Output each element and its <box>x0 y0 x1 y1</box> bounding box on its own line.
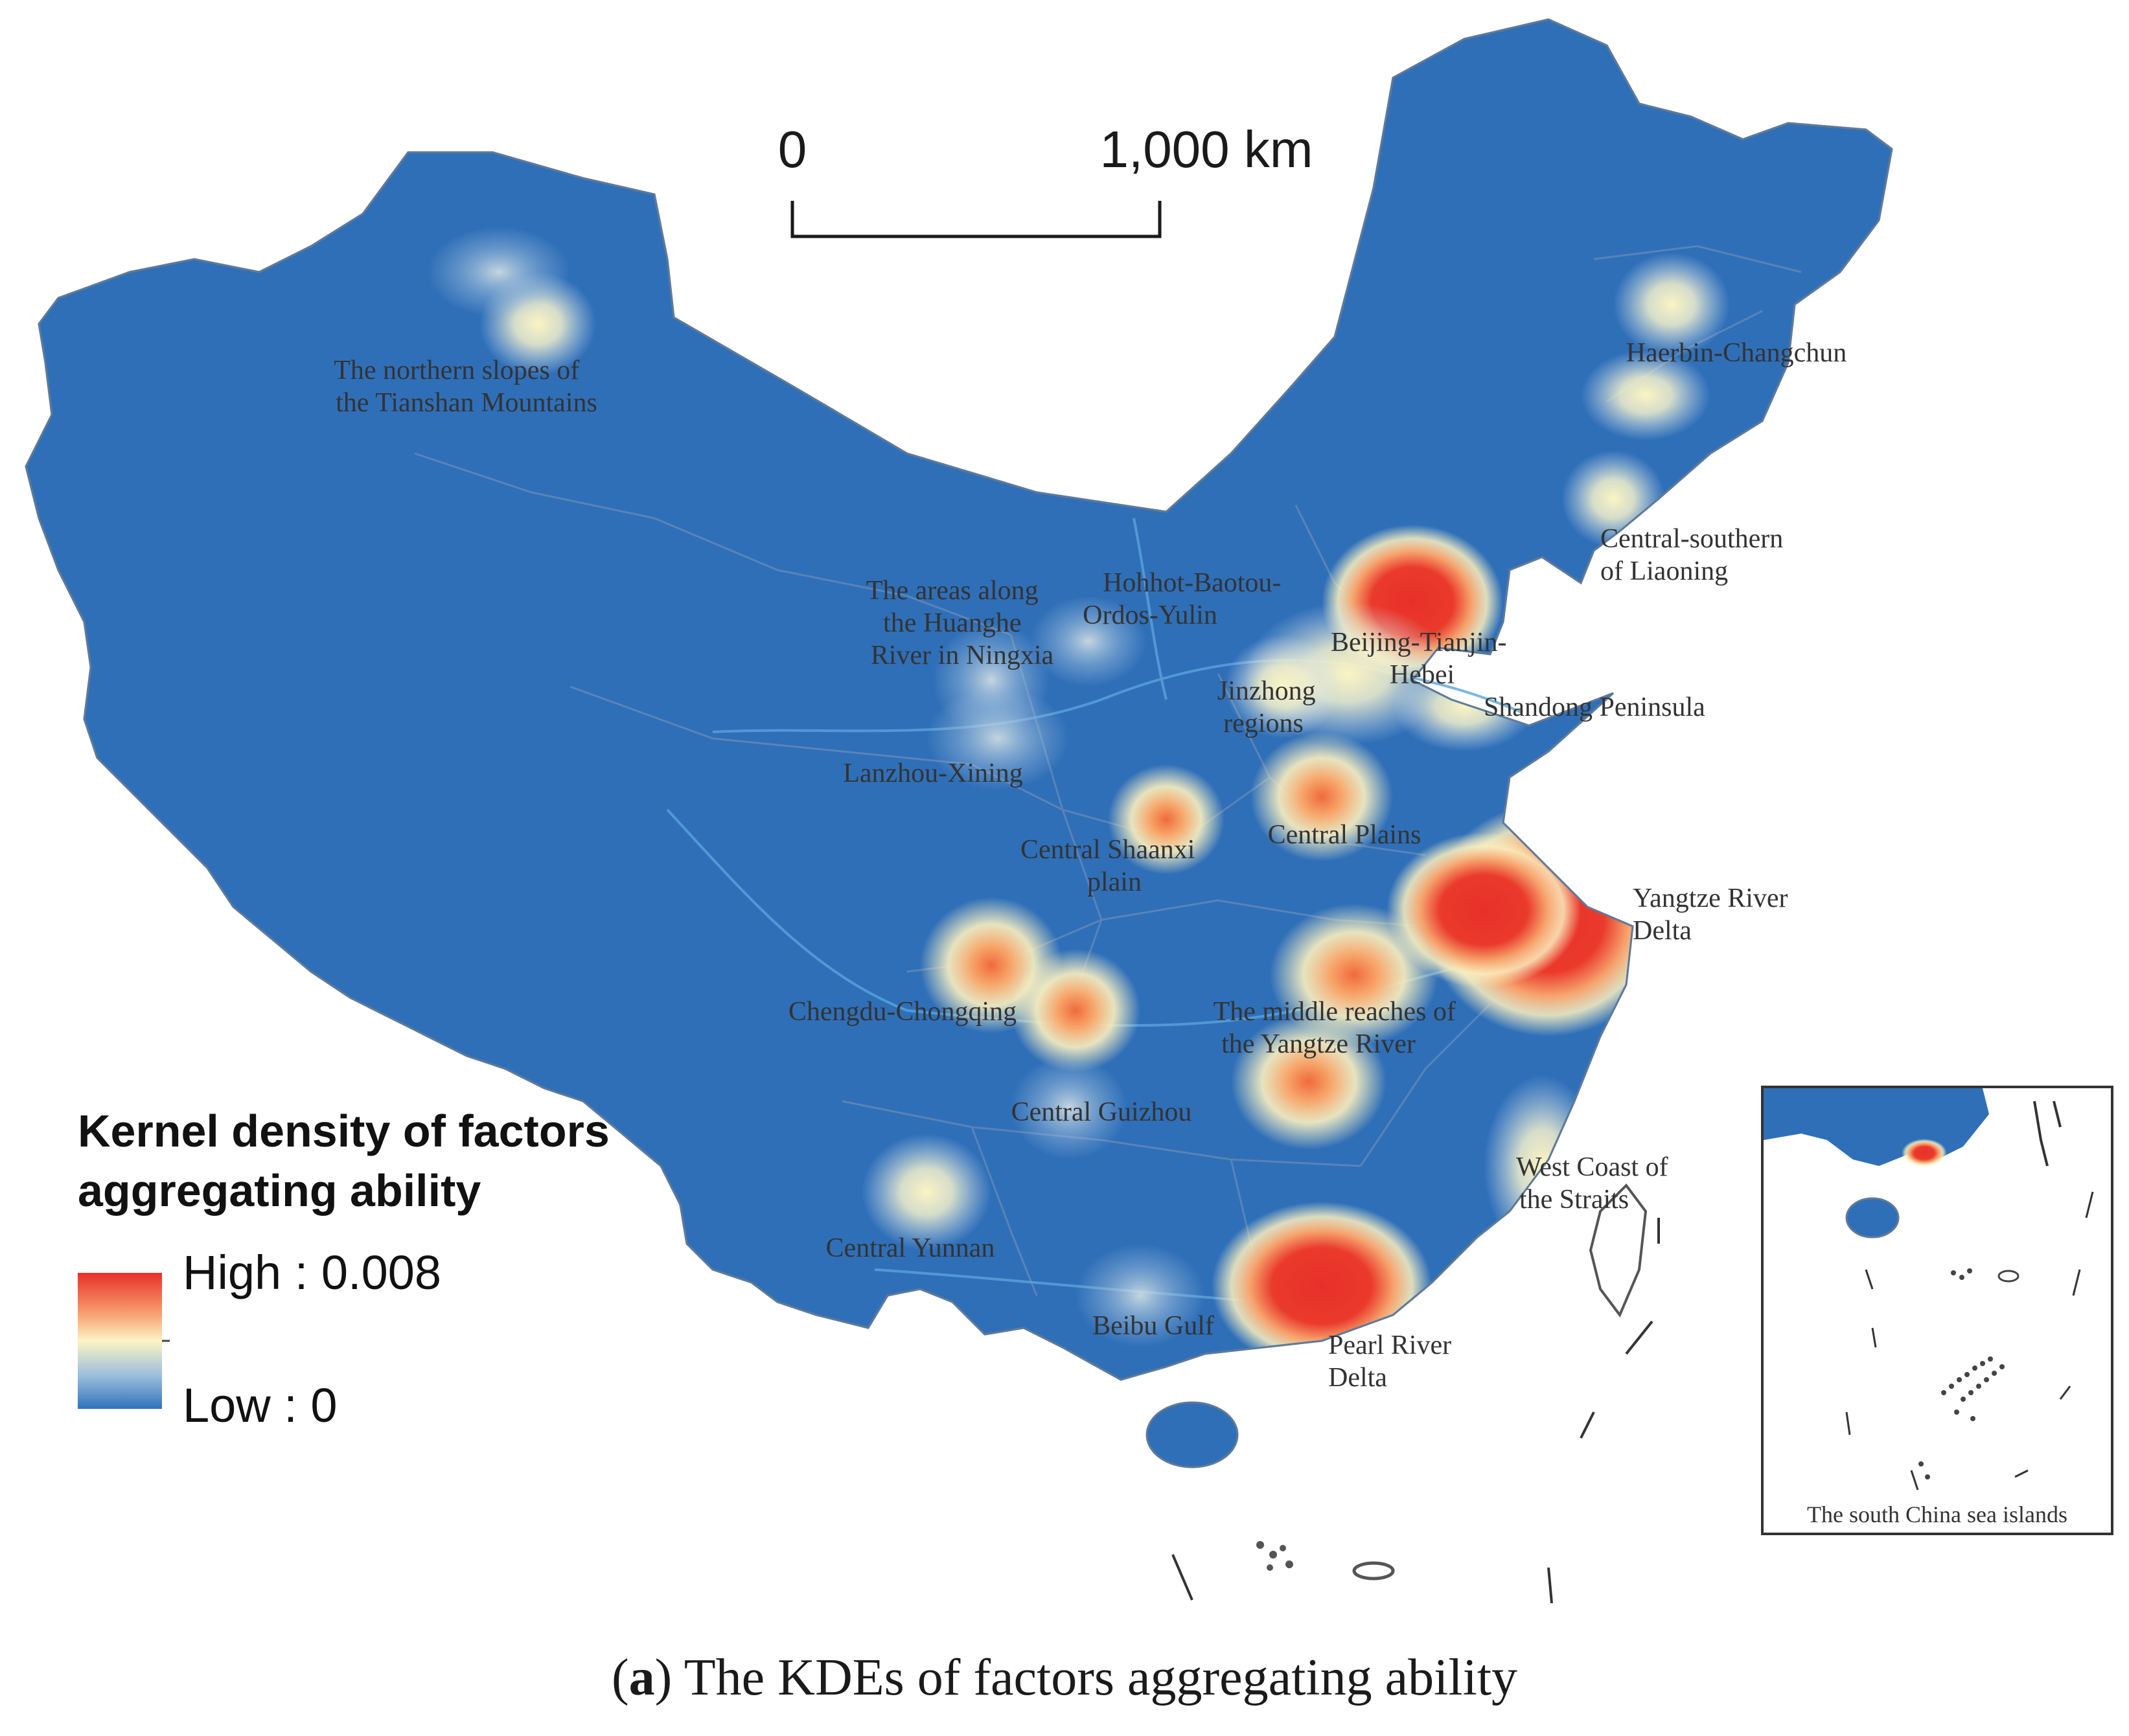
label-shandong: Shandong Peninsula <box>1484 692 1705 722</box>
label-lanzhou: Lanzhou-Xining <box>843 759 1023 788</box>
legend-color-ramp <box>78 1273 162 1409</box>
label-beijing: Beijing-Tianjin- Hebei <box>1331 628 1513 690</box>
label-pearl: Pearl River Delta <box>1328 1331 1458 1393</box>
label-hohhot: Hohhot-Baotou- Ordos-Yulin <box>1083 568 1288 630</box>
hotspot-beibu <box>1076 1244 1205 1347</box>
inset-boundary-dashes <box>1845 1191 2094 1490</box>
hotspot-hohhot <box>1030 596 1147 687</box>
label-central-plains: Central Plains <box>1268 820 1421 850</box>
caption-letter: a <box>628 1649 655 1706</box>
legend-title-line2: aggregating ability <box>78 1165 481 1216</box>
hotspot-chongqing <box>1011 949 1140 1072</box>
legend-high-label: High : 0.008 <box>183 1246 441 1299</box>
label-middle-yangtze: The middle reaches of the Yangtze River <box>1214 997 1463 1059</box>
region-labels: The northern slopes of the Tianshan Moun… <box>334 338 1847 1393</box>
sea-boundary-lines <box>1171 1218 1660 1604</box>
taiwan-outline <box>1589 1183 1648 1318</box>
inset-taiwan-lines <box>2033 1101 2062 1167</box>
hotspot-changchun <box>1581 350 1710 440</box>
label-tianshan: The northern slopes of the Tianshan Moun… <box>334 356 597 418</box>
hotspot-yangtze-delta-2 <box>1387 832 1581 988</box>
hotspot-harbin <box>1613 253 1730 356</box>
legend: Kernel density of factors aggregating ab… <box>78 1106 610 1432</box>
label-west-coast: West Coast of the Straits <box>1516 1152 1675 1215</box>
hotspot-tianshan-2 <box>428 227 570 317</box>
inset-label: The south China sea islands <box>1807 1502 2067 1527</box>
inset-pearl-hotspot <box>1902 1139 1947 1167</box>
figure-caption: (a) The KDEs of factors aggregating abil… <box>611 1649 1518 1706</box>
scale-end-label: 1,000 km <box>1099 120 1313 178</box>
sea-islands <box>1256 1541 1395 1581</box>
label-jinzhong: Jinzhong regions <box>1217 676 1322 738</box>
scale-bar-line <box>790 201 1162 238</box>
hainan-island <box>1145 1401 1239 1468</box>
scale-bar: 0 1,000 km <box>778 120 1313 238</box>
hotspot-changsha <box>1231 1014 1387 1150</box>
label-shaanxi: Central Shaanxi plain <box>1020 835 1202 897</box>
scale-start-label: 0 <box>778 120 807 178</box>
hotspot-central-plains <box>1250 732 1393 862</box>
legend-title-line1: Kernel density of factors <box>78 1106 610 1156</box>
label-chengdu: Chengdu-Chongqing <box>788 997 1017 1027</box>
inset-scarborough <box>1997 1270 2020 1283</box>
kde-hotspots <box>428 227 1730 1370</box>
inset-hainan <box>1845 1197 1900 1239</box>
hotspot-shaanxi <box>1108 764 1225 874</box>
label-ningxia: The areas along the Huanghe River in Nin… <box>866 576 1054 670</box>
caption-text: ) The KDEs of factors aggregating abilit… <box>654 1649 1518 1706</box>
label-beibu: Beibu Gulf <box>1092 1311 1214 1341</box>
hotspot-lanzhou <box>926 687 1069 790</box>
label-yangtze-delta: Yangtze River Delta <box>1633 884 1795 946</box>
hotspot-guizhou <box>1011 1056 1127 1159</box>
hotspot-yunnan <box>862 1134 991 1250</box>
label-guizhou: Central Guizhou <box>1011 1097 1192 1127</box>
label-yunnan: Central Yunnan <box>826 1233 995 1263</box>
inset-islands <box>1918 1268 2005 1479</box>
label-harbin: Haerbin-Changchun <box>1626 338 1847 368</box>
hotspot-wuhan <box>1270 904 1438 1046</box>
inset-map: The south China sea islands <box>1761 1086 2113 1535</box>
label-liaoning: Central-southern of Liaoning <box>1600 524 1790 586</box>
legend-low-label: Low : 0 <box>183 1378 338 1432</box>
hotspot-jinzhong <box>1225 635 1341 738</box>
